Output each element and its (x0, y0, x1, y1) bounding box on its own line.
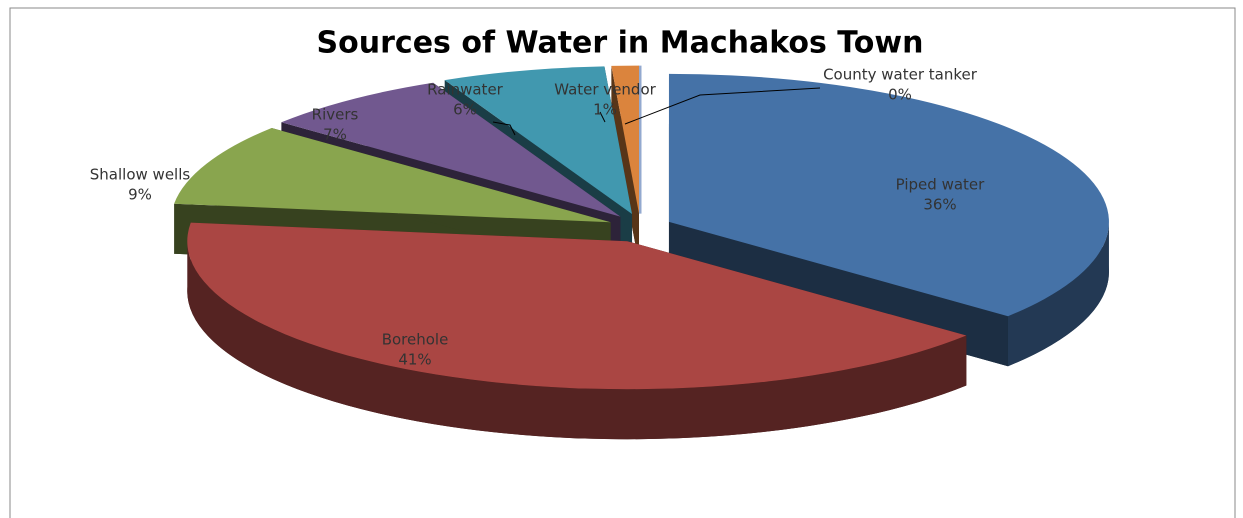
slice-side (187, 241, 967, 440)
slice-value-label: 9% (128, 186, 152, 204)
leader-line (624, 87, 821, 125)
slice-value-label: 6% (453, 101, 477, 119)
slice-top (281, 82, 621, 217)
leader-line (492, 121, 516, 136)
slice-label: Rivers (312, 106, 359, 124)
slice-value-label: 7% (323, 126, 347, 144)
slice-top (444, 66, 633, 215)
slice-label: Water vendor (554, 81, 656, 99)
slice (187, 222, 967, 440)
slice-top (174, 127, 611, 223)
slice-top (611, 65, 639, 214)
slice-label: Borehole (382, 331, 449, 349)
slice-label: Piped water (896, 176, 985, 194)
slice-value-label: 41% (398, 351, 431, 369)
slice-top (187, 222, 967, 390)
leader-line (599, 111, 606, 123)
slice-wall (611, 65, 639, 264)
slice-side (1007, 221, 1109, 367)
slice-label: Shallow wells (90, 166, 191, 184)
slice-value-label: 0% (888, 86, 912, 104)
slice-label: Rainwater (427, 81, 504, 99)
chart-title: Sources of Water in Machakos Town (317, 26, 924, 61)
slice (668, 73, 1109, 367)
slice-top (668, 73, 1109, 317)
slice-label: County water tanker (823, 66, 978, 84)
slice-value-label: 1% (593, 101, 617, 119)
slice-value-label: 36% (923, 196, 956, 214)
